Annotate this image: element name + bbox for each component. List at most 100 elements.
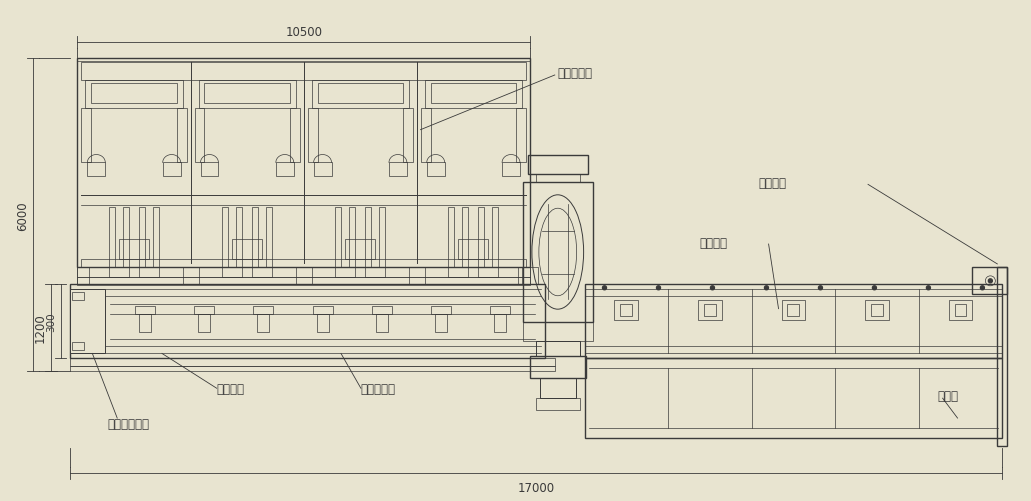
Bar	[198, 314, 210, 332]
Bar	[199, 81, 296, 109]
Bar	[530, 357, 586, 379]
Bar	[72, 292, 85, 300]
Bar	[204, 84, 290, 104]
Bar	[478, 208, 485, 268]
Bar	[536, 175, 579, 183]
Bar	[312, 306, 333, 314]
Bar	[435, 314, 447, 332]
Bar	[266, 208, 272, 268]
Bar	[389, 163, 407, 177]
Bar	[523, 183, 593, 322]
Bar	[698, 300, 722, 320]
Bar	[518, 268, 530, 284]
Bar	[431, 84, 516, 104]
Text: 1200: 1200	[34, 313, 46, 343]
Bar	[781, 300, 805, 320]
Bar	[296, 268, 311, 284]
Bar	[86, 81, 182, 109]
Text: 下料架: 下料架	[937, 389, 959, 402]
Bar	[448, 208, 455, 268]
Bar	[123, 208, 129, 268]
Text: 300: 300	[46, 312, 57, 331]
Bar	[176, 109, 187, 163]
Bar	[431, 306, 451, 314]
Bar	[972, 268, 1007, 294]
Bar	[163, 163, 180, 177]
Bar	[365, 268, 386, 277]
Text: 切割头横梁: 切割头横梁	[361, 382, 396, 395]
Bar	[311, 81, 409, 109]
Circle shape	[872, 286, 876, 290]
Bar	[459, 239, 489, 260]
Bar	[335, 208, 341, 268]
Bar	[492, 208, 498, 268]
Bar	[379, 208, 386, 268]
Bar	[318, 84, 403, 104]
Bar	[997, 268, 1007, 446]
Bar	[621, 304, 632, 316]
Text: 自动上料架: 自动上料架	[558, 67, 593, 80]
Bar	[523, 322, 593, 342]
Bar	[88, 163, 105, 177]
Bar	[70, 359, 555, 367]
Bar	[585, 284, 1002, 359]
Bar	[81, 260, 526, 268]
Bar	[372, 306, 392, 314]
Bar	[317, 314, 329, 332]
Bar	[70, 289, 105, 354]
Bar	[77, 268, 530, 277]
Bar	[109, 208, 115, 268]
Bar	[81, 63, 526, 81]
Bar	[516, 109, 526, 163]
Bar	[522, 268, 538, 284]
Bar	[182, 268, 199, 284]
Bar	[491, 306, 510, 314]
Bar	[223, 268, 242, 277]
Bar	[253, 268, 272, 277]
Circle shape	[989, 279, 993, 283]
Bar	[153, 208, 159, 268]
Bar	[403, 109, 412, 163]
Bar	[427, 163, 444, 177]
Bar	[120, 239, 148, 260]
Text: 上料主机: 上料主机	[217, 382, 244, 395]
Bar	[409, 268, 425, 284]
Bar	[448, 268, 468, 277]
Bar	[276, 163, 294, 177]
Bar	[463, 208, 468, 268]
Bar	[232, 239, 262, 260]
Bar	[290, 109, 300, 163]
Bar	[376, 314, 388, 332]
Bar	[254, 306, 273, 314]
Bar	[425, 81, 522, 109]
Bar	[502, 163, 520, 177]
Bar	[704, 304, 716, 316]
Bar	[194, 306, 214, 314]
Bar	[72, 343, 85, 351]
Bar	[223, 208, 228, 268]
Text: 10500: 10500	[286, 26, 322, 39]
Bar	[421, 109, 431, 163]
Circle shape	[710, 286, 714, 290]
Bar	[313, 163, 332, 177]
Circle shape	[819, 286, 823, 290]
Text: 下料主机: 下料主机	[699, 236, 727, 249]
Bar	[135, 306, 155, 314]
Bar	[77, 59, 530, 268]
Bar	[258, 314, 269, 332]
Bar	[195, 109, 204, 163]
Text: 17000: 17000	[518, 481, 555, 493]
Circle shape	[927, 286, 930, 290]
Circle shape	[764, 286, 768, 290]
Bar	[788, 304, 799, 316]
Bar	[200, 163, 219, 177]
Bar	[109, 268, 129, 277]
Bar	[139, 314, 151, 332]
Bar	[871, 304, 883, 316]
Bar	[81, 109, 92, 163]
Bar	[478, 268, 498, 277]
Bar	[236, 208, 242, 268]
Bar	[528, 155, 588, 175]
Bar	[865, 300, 889, 320]
Bar	[307, 109, 318, 163]
